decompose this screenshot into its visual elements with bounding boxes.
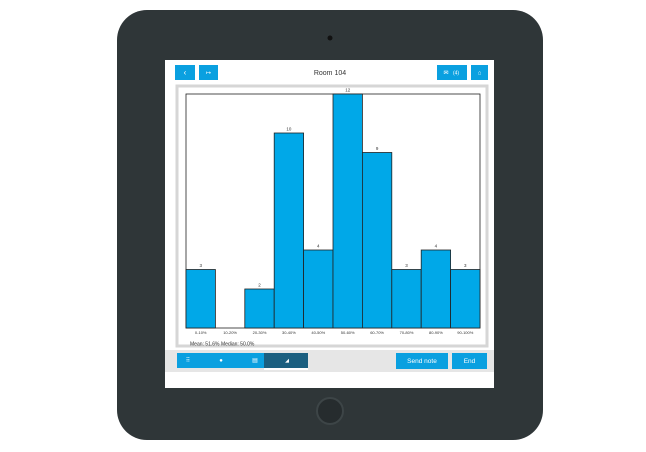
send-note-label: Send note (407, 358, 437, 365)
end-label: End (464, 358, 476, 365)
bar (185, 269, 216, 329)
bar-value-label: 9 (376, 146, 379, 151)
x-tick-label: 60-70% (370, 330, 384, 335)
messages-button[interactable] (437, 65, 467, 80)
bar-value-label: 3 (199, 263, 202, 268)
tab-person[interactable] (199, 353, 221, 368)
bar (244, 288, 275, 329)
chart-icon: ◢ (285, 358, 289, 364)
person-icon: ● (219, 358, 223, 364)
bar (361, 152, 393, 329)
tab-doc[interactable] (243, 353, 265, 368)
bar-value-label: 10 (286, 127, 292, 132)
x-tick-label: 40-50% (311, 330, 325, 335)
send-note-button[interactable] (396, 353, 448, 369)
end-button[interactable] (452, 353, 487, 369)
bar-value-label: 3 (405, 263, 408, 268)
bar-value-label: 4 (435, 244, 438, 249)
x-tick-label: 50-60% (341, 330, 355, 335)
x-tick-label: 20-30% (253, 330, 267, 335)
bar-value-label: 2 (258, 283, 261, 288)
x-tick-label: 30-40% (282, 330, 296, 335)
doc-icon: ▤ (252, 358, 258, 364)
x-tick-label: 90-100% (457, 330, 473, 335)
mean: Mean: 51.6% (190, 341, 220, 347)
bar-value-label: 4 (317, 244, 320, 249)
bar-value-label: 3 (464, 263, 467, 268)
messages-badge: (4) (453, 70, 459, 76)
plot: 3 0-10% 10-20% 2 20-30% 10 30-40% 4 40-50% 12 50-6… (185, 88, 481, 335)
exit-icon: ↦ (206, 71, 211, 77)
bar (450, 269, 481, 329)
home-icon: ⌂ (478, 71, 482, 77)
bar (273, 132, 305, 329)
x-tick-label: 70-80% (400, 330, 414, 335)
camera (327, 35, 333, 41)
mail-icon: ✉ (443, 71, 448, 77)
bar-value-label: 12 (345, 88, 351, 93)
x-tick-label: 0-10% (195, 330, 207, 335)
back-button[interactable] (175, 65, 195, 80)
room-title: Room 104 (314, 70, 346, 77)
x-tick-label: 10-20% (223, 330, 237, 335)
home-button[interactable] (316, 397, 344, 425)
median: Median: 50.0% (221, 341, 255, 347)
bar (303, 249, 334, 329)
bar (420, 249, 452, 329)
home-nav-button[interactable] (471, 65, 488, 80)
tab-chart[interactable] (264, 353, 308, 368)
exit-button[interactable] (199, 65, 218, 80)
grid-icon: ⠿ (186, 357, 190, 364)
tab-indicator (264, 368, 308, 370)
bar (391, 269, 422, 329)
x-tick-label: 80-90% (429, 330, 443, 335)
bar (332, 93, 363, 329)
back-icon: ‹ (184, 68, 187, 77)
tab-grid[interactable] (177, 353, 199, 368)
